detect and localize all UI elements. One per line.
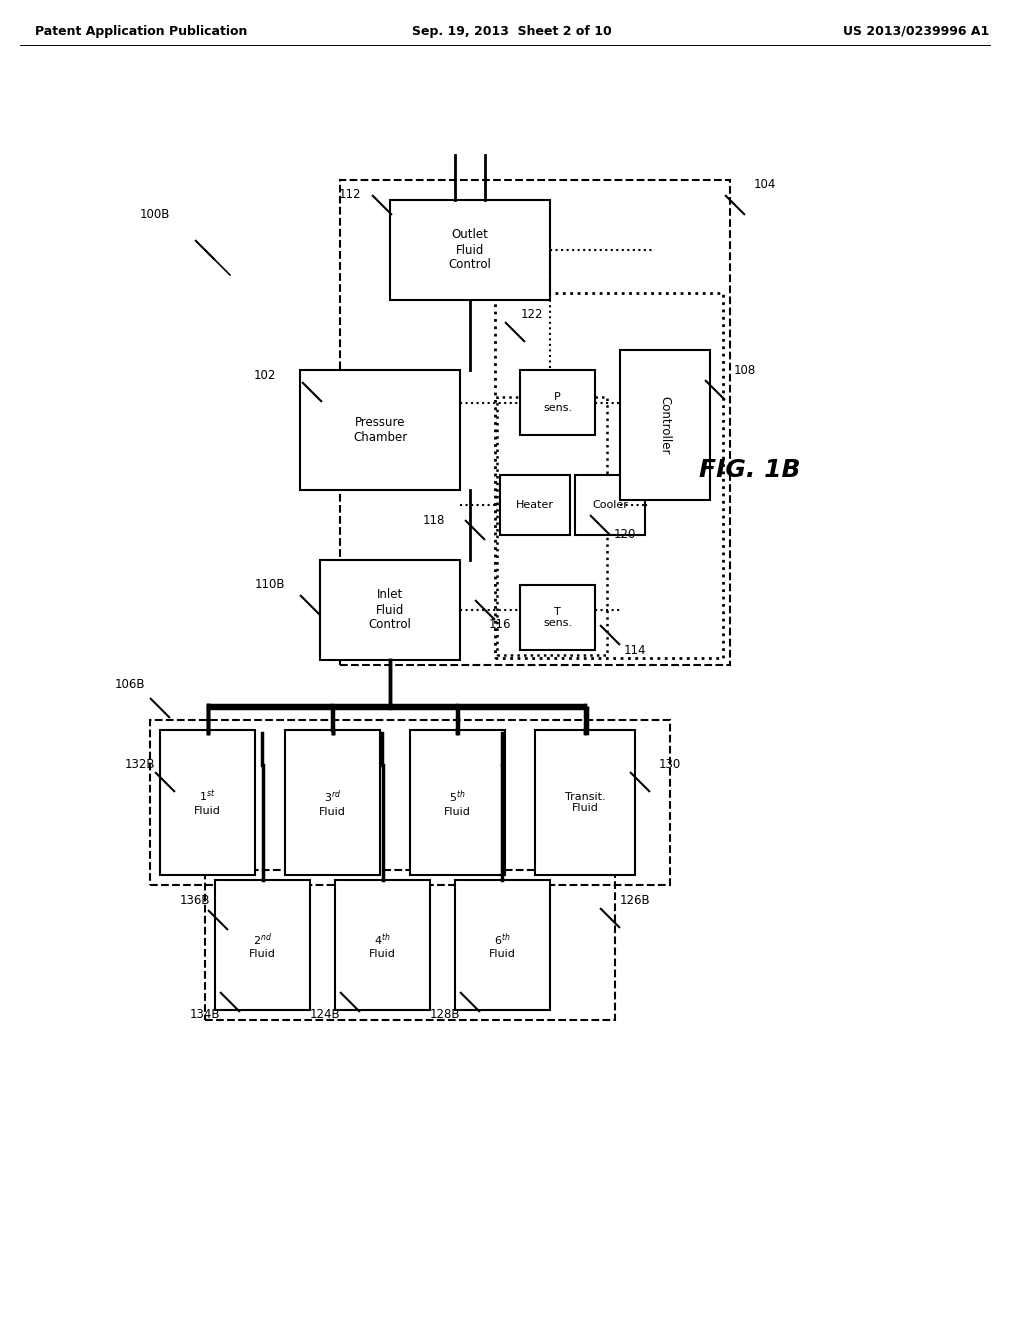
Text: Patent Application Publication: Patent Application Publication — [35, 25, 248, 38]
FancyBboxPatch shape — [520, 585, 595, 649]
Text: 116: 116 — [488, 619, 511, 631]
Text: 2$^{nd}$
Fluid: 2$^{nd}$ Fluid — [249, 931, 275, 960]
Text: 126B: 126B — [620, 894, 650, 907]
FancyBboxPatch shape — [319, 560, 460, 660]
Text: 104: 104 — [754, 178, 776, 191]
Text: 5$^{th}$
Fluid: 5$^{th}$ Fluid — [444, 788, 471, 817]
Text: Heater: Heater — [516, 500, 554, 510]
Text: Transit.
Fluid: Transit. Fluid — [564, 792, 605, 813]
Text: 3$^{rd}$
Fluid: 3$^{rd}$ Fluid — [319, 788, 346, 817]
Text: 100B: 100B — [140, 209, 170, 222]
Text: 128B: 128B — [430, 1008, 460, 1022]
FancyBboxPatch shape — [300, 370, 460, 490]
Text: 114: 114 — [624, 644, 646, 656]
Text: 134B: 134B — [189, 1008, 220, 1022]
Text: 112: 112 — [339, 189, 361, 202]
Text: Controller: Controller — [658, 396, 672, 454]
Text: 132B: 132B — [125, 759, 156, 771]
Text: Inlet
Fluid
Control: Inlet Fluid Control — [369, 589, 412, 631]
Text: 1$^{st}$
Fluid: 1$^{st}$ Fluid — [195, 789, 221, 816]
FancyBboxPatch shape — [500, 475, 570, 535]
Text: 130: 130 — [658, 759, 681, 771]
Text: T
sens.: T sens. — [543, 607, 572, 628]
FancyBboxPatch shape — [390, 201, 550, 300]
Text: FIG. 1B: FIG. 1B — [699, 458, 801, 482]
FancyBboxPatch shape — [410, 730, 505, 875]
Text: 108: 108 — [734, 363, 756, 376]
FancyBboxPatch shape — [215, 880, 310, 1010]
Text: Outlet
Fluid
Control: Outlet Fluid Control — [449, 228, 492, 272]
FancyBboxPatch shape — [455, 880, 550, 1010]
Text: P
sens.: P sens. — [543, 392, 572, 413]
Text: US 2013/0239996 A1: US 2013/0239996 A1 — [843, 25, 989, 38]
Text: 102: 102 — [254, 368, 276, 381]
Text: 6$^{th}$
Fluid: 6$^{th}$ Fluid — [489, 931, 516, 960]
Text: 110B: 110B — [255, 578, 286, 591]
FancyBboxPatch shape — [575, 475, 645, 535]
FancyBboxPatch shape — [285, 730, 380, 875]
Text: Sep. 19, 2013  Sheet 2 of 10: Sep. 19, 2013 Sheet 2 of 10 — [412, 25, 612, 38]
Text: 122: 122 — [521, 309, 544, 322]
Text: 118: 118 — [423, 513, 445, 527]
FancyBboxPatch shape — [160, 730, 255, 875]
Text: 124B: 124B — [309, 1008, 340, 1022]
FancyBboxPatch shape — [535, 730, 635, 875]
FancyBboxPatch shape — [620, 350, 710, 500]
FancyBboxPatch shape — [520, 370, 595, 436]
Text: 106B: 106B — [115, 678, 145, 692]
Text: 120: 120 — [613, 528, 636, 541]
FancyBboxPatch shape — [335, 880, 430, 1010]
Text: 136B: 136B — [180, 894, 210, 907]
Text: Cooler: Cooler — [592, 500, 628, 510]
Text: Pressure
Chamber: Pressure Chamber — [353, 416, 408, 444]
Text: 4$^{th}$
Fluid: 4$^{th}$ Fluid — [369, 931, 396, 960]
